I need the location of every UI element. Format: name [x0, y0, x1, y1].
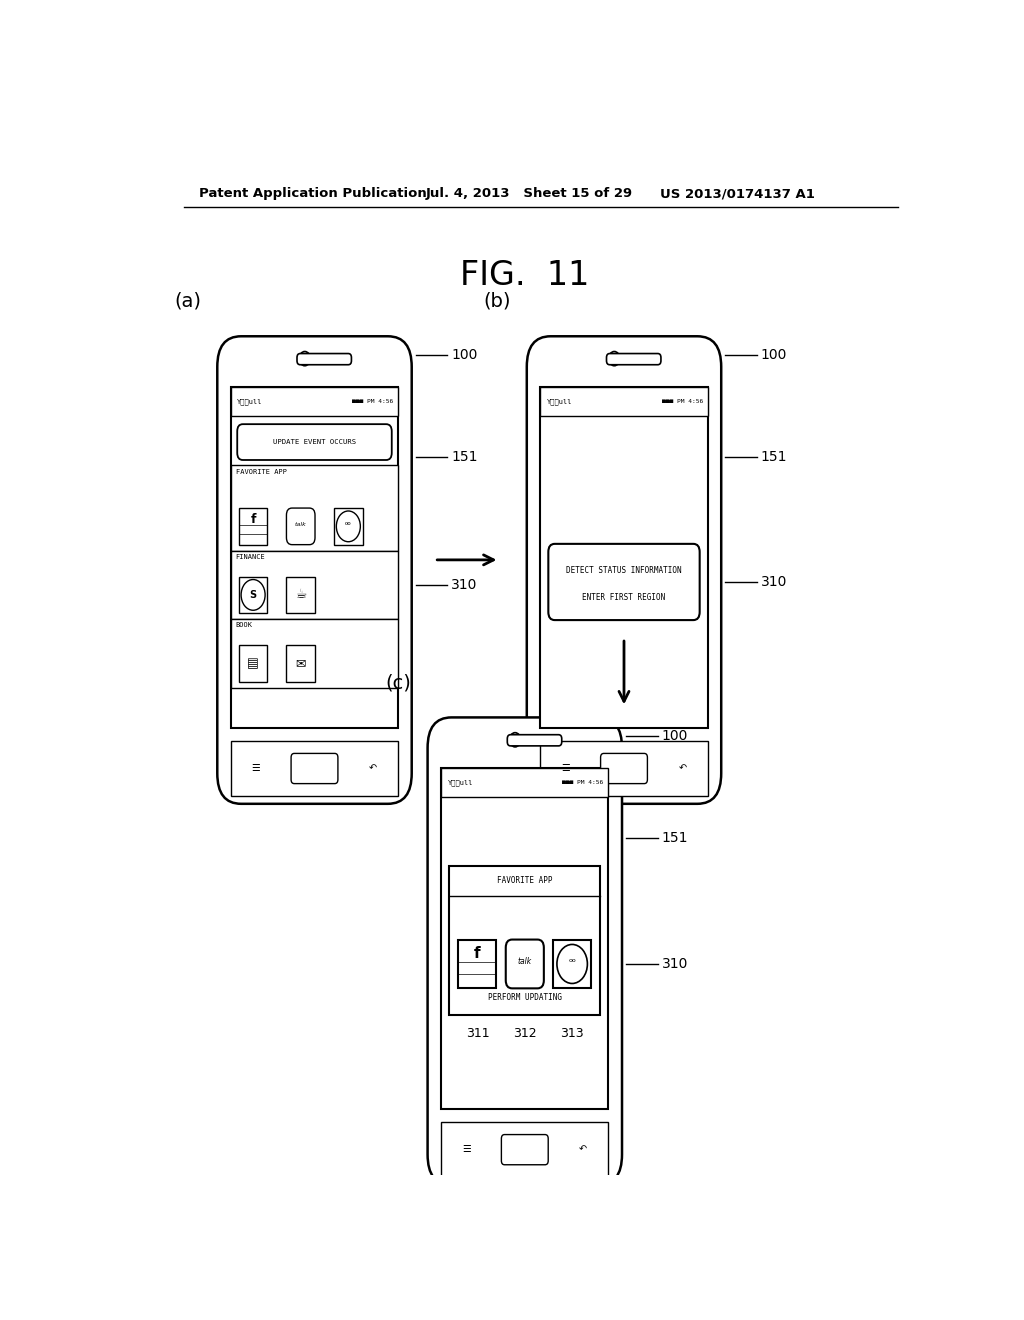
FancyBboxPatch shape [428, 718, 622, 1185]
Text: US 2013/0174137 A1: US 2013/0174137 A1 [659, 187, 814, 201]
Bar [541, 741, 708, 796]
Bar [230, 741, 398, 796]
Text: Jul. 4, 2013   Sheet 15 of 29: Jul. 4, 2013 Sheet 15 of 29 [426, 187, 633, 201]
FancyBboxPatch shape [606, 354, 660, 364]
FancyBboxPatch shape [502, 1135, 548, 1164]
Bar [230, 387, 398, 416]
Text: 310: 310 [662, 957, 688, 972]
Bar [334, 508, 362, 545]
FancyBboxPatch shape [297, 354, 351, 364]
Bar [230, 387, 398, 727]
Text: (c): (c) [386, 673, 412, 692]
Text: 151: 151 [761, 450, 787, 463]
Bar [450, 866, 600, 1015]
Bar [239, 577, 267, 614]
Text: FAVORITE APP: FAVORITE APP [497, 876, 553, 886]
Text: ↶: ↶ [369, 763, 377, 774]
Text: Patent Application Publication: Patent Application Publication [200, 187, 427, 201]
Text: (b): (b) [483, 292, 511, 312]
FancyBboxPatch shape [217, 337, 412, 804]
Text: Y․․ull: Y․․ull [238, 399, 263, 405]
Text: 312: 312 [513, 1027, 537, 1040]
Text: ↶: ↶ [679, 763, 686, 774]
Text: 310: 310 [452, 578, 478, 593]
Text: DETECT STATUS INFORMATION: DETECT STATUS INFORMATION [566, 566, 682, 576]
Text: f: f [474, 945, 480, 961]
Text: ☰: ☰ [462, 1144, 471, 1155]
Bar [230, 550, 398, 619]
Text: FIG.  11: FIG. 11 [460, 259, 590, 292]
Text: talk: talk [518, 957, 531, 966]
Text: 100: 100 [761, 347, 787, 362]
Text: S: S [250, 590, 257, 599]
FancyBboxPatch shape [601, 754, 647, 784]
Text: 151: 151 [452, 450, 478, 463]
Bar [230, 465, 398, 550]
Text: (a): (a) [174, 292, 202, 312]
Text: ENTER FIRST REGION: ENTER FIRST REGION [583, 593, 666, 602]
Bar [287, 577, 315, 614]
Bar [230, 619, 398, 688]
Bar [441, 1122, 608, 1177]
Text: BOOK: BOOK [236, 622, 253, 628]
Text: 100: 100 [662, 729, 688, 743]
Bar [441, 768, 608, 797]
FancyBboxPatch shape [291, 754, 338, 784]
Bar [239, 508, 267, 545]
FancyBboxPatch shape [526, 337, 721, 804]
Text: ✉: ✉ [296, 657, 306, 671]
Bar [541, 387, 708, 416]
Text: Y․․ull: Y․․ull [447, 779, 473, 785]
Text: ■■■ PM 4:56: ■■■ PM 4:56 [662, 399, 702, 404]
Text: oo: oo [345, 521, 351, 525]
Text: ■■■ PM 4:56: ■■■ PM 4:56 [562, 780, 603, 785]
FancyBboxPatch shape [506, 940, 544, 989]
Text: ☰: ☰ [252, 763, 260, 774]
Text: UPDATE EVENT OCCURS: UPDATE EVENT OCCURS [273, 440, 356, 445]
Text: ☰: ☰ [561, 763, 569, 774]
Text: FINANCE: FINANCE [236, 554, 265, 560]
Text: 311: 311 [466, 1027, 489, 1040]
Bar [541, 387, 708, 727]
Text: f: f [250, 512, 256, 525]
Text: oo: oo [568, 958, 577, 964]
Text: ☕: ☕ [295, 589, 306, 602]
Text: FAVORITE APP: FAVORITE APP [236, 469, 287, 475]
FancyBboxPatch shape [238, 424, 392, 459]
Bar [239, 645, 267, 681]
Text: 100: 100 [452, 347, 478, 362]
FancyBboxPatch shape [548, 544, 699, 620]
Bar [441, 768, 608, 1109]
Text: ■■■ PM 4:56: ■■■ PM 4:56 [352, 399, 393, 404]
Text: ▤: ▤ [247, 657, 259, 671]
Text: PERFORM UPDATING: PERFORM UPDATING [487, 993, 562, 1002]
Text: Y․․ull: Y․․ull [547, 399, 572, 405]
Bar [287, 645, 315, 681]
Text: ↶: ↶ [580, 1144, 588, 1155]
Text: 313: 313 [560, 1027, 584, 1040]
Text: 310: 310 [761, 576, 787, 589]
Bar [553, 940, 591, 989]
FancyBboxPatch shape [507, 735, 562, 746]
Text: talk: talk [295, 521, 306, 527]
Bar [459, 940, 497, 989]
Text: 151: 151 [662, 830, 688, 845]
FancyBboxPatch shape [287, 508, 315, 545]
